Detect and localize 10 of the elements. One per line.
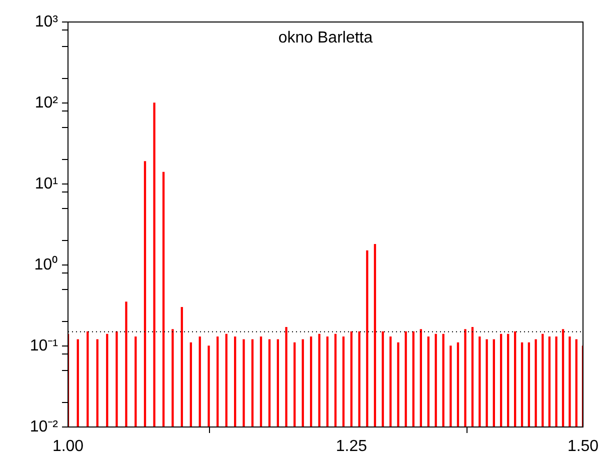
y-tick-label: 10³	[34, 13, 59, 30]
y-tick-label: 10⁻¹	[30, 337, 58, 354]
chart-title: okno Barletta	[278, 29, 373, 46]
y-tick-label: 10²	[34, 94, 59, 112]
x-tick-label: 1.00	[52, 438, 84, 456]
y-tick-label: 10⁻²	[30, 418, 59, 436]
y-tick-label: 10⁰	[34, 255, 58, 274]
y-tick-label: 10¹	[34, 175, 58, 192]
x-tick-label: 1.25	[336, 438, 368, 456]
x-tick-label: 1.50	[567, 438, 599, 456]
